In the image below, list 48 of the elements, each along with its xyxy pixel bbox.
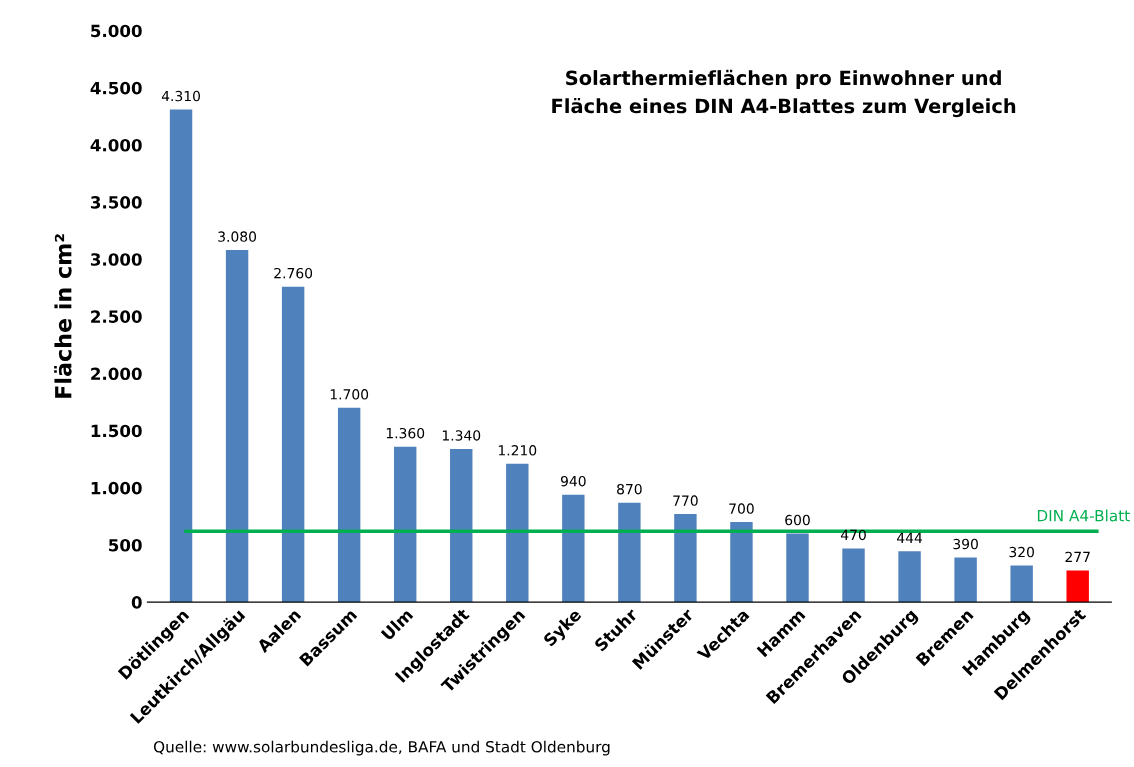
y-tick-label: 1.000 xyxy=(91,481,142,495)
data-label: 600 xyxy=(785,514,810,526)
bar xyxy=(842,548,865,603)
bar xyxy=(506,463,529,603)
data-label: 3.080 xyxy=(218,231,257,242)
data-label: 940 xyxy=(560,475,586,487)
bar xyxy=(898,551,921,603)
data-label: 1.700 xyxy=(330,389,369,400)
source-note: Quelle: www.solarbundesliga.de, BAFA und Stadt Oldenburg xyxy=(153,740,610,756)
y-axis-title: Fläche in cm² xyxy=(54,234,72,398)
data-label: 320 xyxy=(1009,546,1034,558)
y-tick-label: 2.500 xyxy=(91,310,142,323)
bar xyxy=(954,557,977,603)
bar xyxy=(337,407,361,603)
y-tick-label: 4.500 xyxy=(90,81,142,95)
bar xyxy=(281,286,305,603)
data-label: 277 xyxy=(1065,551,1090,562)
text: Solarthermieflächen pro Einwohner und Fläche eines DIN A4-Blattes zum Vergleich xyxy=(552,69,1016,118)
y-tick-label: 3.500 xyxy=(90,196,142,209)
data-label: 1.360 xyxy=(386,427,425,439)
y-tick-label: 2.000 xyxy=(91,367,142,381)
y-tick-label: 3.000 xyxy=(90,253,142,266)
y-tick-label: 500 xyxy=(109,538,142,552)
data-label: 770 xyxy=(673,495,698,506)
bar xyxy=(225,250,249,603)
bar xyxy=(450,448,473,603)
y-tick-label: 4.000 xyxy=(90,138,142,152)
data-label: 1.210 xyxy=(498,445,537,456)
y-tick-label: 0 xyxy=(131,596,142,609)
bar xyxy=(1066,570,1089,603)
bar xyxy=(674,514,697,603)
ref-line-label: DIN A4-Blatt xyxy=(1037,509,1130,522)
bar xyxy=(562,494,585,603)
data-label: 4.310 xyxy=(161,90,200,102)
data-label: 700 xyxy=(729,503,754,514)
bar xyxy=(169,109,193,603)
bar xyxy=(730,522,753,603)
data-label: 444 xyxy=(897,532,923,543)
data-label: 2.760 xyxy=(274,267,313,279)
data-label: 1.340 xyxy=(442,430,481,441)
bar xyxy=(1010,565,1033,603)
data-label: 390 xyxy=(953,538,978,550)
y-tick-label: 5.000 xyxy=(91,24,142,38)
y-tick-label: 1.500 xyxy=(91,424,142,438)
bar xyxy=(786,533,809,603)
data-label: 870 xyxy=(617,483,642,495)
bar xyxy=(394,446,417,603)
bar xyxy=(618,502,641,603)
